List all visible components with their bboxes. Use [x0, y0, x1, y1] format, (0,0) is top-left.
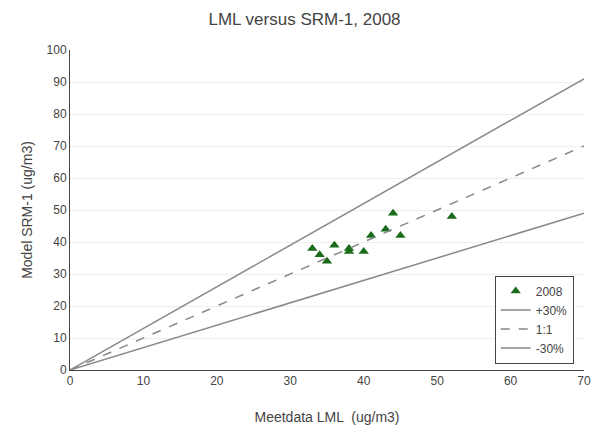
svg-text:1:1: 1:1 [536, 323, 553, 337]
svg-text:90: 90 [53, 75, 67, 89]
svg-text:60: 60 [53, 171, 67, 185]
svg-text:20: 20 [53, 299, 67, 313]
svg-text:LML versus SRM-1, 2008: LML versus SRM-1, 2008 [208, 10, 400, 29]
svg-text:80: 80 [53, 107, 67, 121]
svg-text:60: 60 [504, 374, 518, 388]
svg-text:0: 0 [60, 363, 67, 377]
svg-text:50: 50 [430, 374, 444, 388]
svg-text:40: 40 [53, 235, 67, 249]
svg-text:2008: 2008 [536, 285, 563, 299]
svg-text:10: 10 [53, 331, 67, 345]
svg-text:70: 70 [577, 374, 591, 388]
svg-text:40: 40 [357, 374, 371, 388]
svg-text:50: 50 [53, 203, 67, 217]
svg-text:0: 0 [67, 374, 74, 388]
svg-text:+30%: +30% [536, 304, 567, 318]
svg-text:10: 10 [137, 374, 151, 388]
svg-text:70: 70 [53, 139, 67, 153]
svg-text:Model SRM-1 (ug/m3): Model SRM-1 (ug/m3) [19, 141, 35, 279]
svg-text:30: 30 [53, 267, 67, 281]
svg-text:100: 100 [47, 43, 67, 57]
svg-text:20: 20 [210, 374, 224, 388]
svg-text:-30%: -30% [536, 342, 564, 356]
svg-text:30: 30 [284, 374, 298, 388]
svg-text:Meetdata LML (ug/m3): Meetdata LML (ug/m3) [255, 409, 400, 425]
